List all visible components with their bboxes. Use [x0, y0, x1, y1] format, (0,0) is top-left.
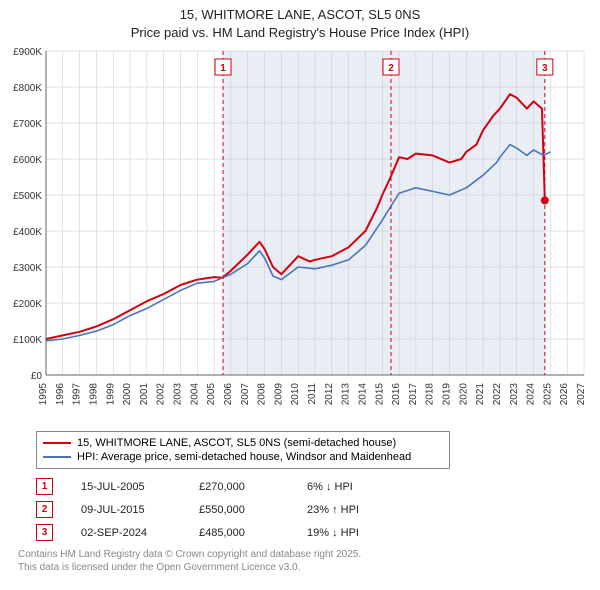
svg-text:2000: 2000	[122, 383, 133, 406]
svg-text:£700K: £700K	[13, 119, 42, 130]
footnote-line-1: Contains HM Land Registry data © Crown c…	[18, 548, 592, 561]
svg-text:2: 2	[388, 63, 394, 74]
title-line-1: 15, WHITMORE LANE, ASCOT, SL5 0NS	[8, 6, 592, 24]
svg-text:£800K: £800K	[13, 83, 42, 94]
legend-label: 15, WHITMORE LANE, ASCOT, SL5 0NS (semi-…	[77, 437, 396, 449]
svg-text:1998: 1998	[88, 383, 99, 406]
marker-price: £270,000	[199, 481, 279, 493]
svg-text:2005: 2005	[206, 383, 217, 406]
svg-text:2008: 2008	[257, 383, 268, 406]
svg-text:2003: 2003	[173, 383, 184, 406]
svg-text:2023: 2023	[509, 383, 520, 406]
marker-row: 3 02-SEP-2024 £485,000 19% ↓ HPI	[36, 521, 592, 544]
svg-text:1: 1	[220, 63, 226, 74]
svg-text:2019: 2019	[442, 383, 453, 406]
svg-text:2017: 2017	[408, 383, 419, 406]
footnote-line-2: This data is licensed under the Open Gov…	[18, 561, 592, 574]
svg-text:2018: 2018	[425, 383, 436, 406]
svg-text:1996: 1996	[55, 383, 66, 406]
page-container: 15, WHITMORE LANE, ASCOT, SL5 0NS Price …	[0, 0, 600, 578]
legend-swatch	[43, 456, 71, 458]
marker-price: £485,000	[199, 527, 279, 539]
svg-text:1999: 1999	[105, 383, 116, 406]
chart-svg: £0 £100K £200K £300K £400K £500K £600K £700K £80…	[8, 45, 592, 425]
svg-text:2011: 2011	[307, 383, 318, 405]
svg-text:2014: 2014	[357, 383, 368, 406]
marker-number-box: 1	[36, 478, 53, 495]
marker-number-box: 3	[36, 524, 53, 541]
legend-label: HPI: Average price, semi-detached house,…	[77, 451, 411, 463]
marker-delta: 6% ↓ HPI	[307, 481, 397, 493]
svg-text:£900K: £900K	[13, 47, 42, 58]
title-line-2: Price paid vs. HM Land Registry's House …	[8, 24, 592, 42]
marker-price: £550,000	[199, 504, 279, 516]
svg-text:£400K: £400K	[13, 227, 42, 238]
svg-text:2025: 2025	[542, 383, 553, 406]
svg-text:2015: 2015	[374, 383, 385, 406]
svg-text:2013: 2013	[341, 383, 352, 406]
svg-text:2012: 2012	[324, 383, 335, 406]
svg-text:£100K: £100K	[13, 335, 42, 346]
svg-text:2021: 2021	[475, 383, 486, 406]
chart-title: 15, WHITMORE LANE, ASCOT, SL5 0NS Price …	[8, 6, 592, 41]
svg-text:2027: 2027	[576, 383, 587, 406]
svg-text:2002: 2002	[156, 383, 167, 406]
svg-text:3: 3	[542, 63, 548, 74]
svg-text:1995: 1995	[38, 383, 49, 406]
svg-text:2010: 2010	[290, 383, 301, 406]
legend-box: 15, WHITMORE LANE, ASCOT, SL5 0NS (semi-…	[36, 431, 450, 469]
svg-text:2004: 2004	[189, 383, 200, 406]
svg-text:2006: 2006	[223, 383, 234, 406]
legend-swatch	[43, 442, 71, 444]
svg-text:1997: 1997	[72, 383, 83, 406]
footnote: Contains HM Land Registry data © Crown c…	[18, 548, 592, 574]
price-chart: £0 £100K £200K £300K £400K £500K £600K £700K £80…	[8, 45, 592, 425]
svg-text:2022: 2022	[492, 383, 503, 406]
svg-text:2024: 2024	[526, 383, 537, 406]
svg-text:£600K: £600K	[13, 155, 42, 166]
marker-row: 1 15-JUL-2005 £270,000 6% ↓ HPI	[36, 475, 592, 498]
marker-delta: 19% ↓ HPI	[307, 527, 397, 539]
marker-number-box: 2	[36, 501, 53, 518]
markers-table: 1 15-JUL-2005 £270,000 6% ↓ HPI 2 09-JUL-2015…	[36, 475, 592, 544]
marker-date: 02-SEP-2024	[81, 527, 171, 539]
svg-text:2020: 2020	[458, 383, 469, 406]
marker-date: 09-JUL-2015	[81, 504, 171, 516]
svg-text:2016: 2016	[391, 383, 402, 406]
svg-text:2009: 2009	[273, 383, 284, 406]
svg-text:£0: £0	[31, 371, 43, 382]
svg-text:£300K: £300K	[13, 263, 42, 274]
marker-row: 2 09-JUL-2015 £550,000 23% ↑ HPI	[36, 498, 592, 521]
svg-text:2001: 2001	[139, 383, 150, 406]
marker-date: 15-JUL-2005	[81, 481, 171, 493]
svg-text:£500K: £500K	[13, 191, 42, 202]
svg-text:2007: 2007	[240, 383, 251, 406]
legend-row: 15, WHITMORE LANE, ASCOT, SL5 0NS (semi-…	[43, 436, 443, 450]
marker-delta: 23% ↑ HPI	[307, 504, 397, 516]
legend-row: HPI: Average price, semi-detached house,…	[43, 450, 443, 464]
svg-text:2026: 2026	[559, 383, 570, 406]
svg-text:£200K: £200K	[13, 299, 42, 310]
